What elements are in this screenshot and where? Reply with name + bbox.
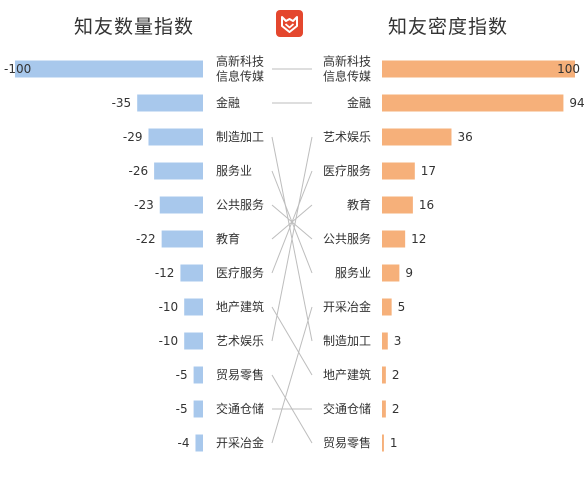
left-chart-title: 知友数量指数 [74, 16, 195, 38]
left-bar [195, 434, 203, 452]
left-bar [193, 400, 203, 418]
left-category-label: 制造加工 [216, 130, 264, 144]
right-bar [382, 128, 452, 146]
left-bar [159, 196, 203, 214]
left-category-label: 贸易零售 [216, 367, 264, 382]
left-value-label: -4 [178, 436, 190, 450]
left-value-label: -5 [176, 402, 188, 416]
left-value-label: -29 [123, 130, 143, 144]
right-value-label: 2 [392, 402, 400, 416]
left-category-label: 公共服务 [216, 197, 264, 212]
right-value-label: 36 [457, 130, 472, 144]
left-bar [15, 60, 203, 78]
right-category-label: 教育 [347, 197, 371, 212]
left-value-label: -26 [129, 164, 149, 178]
left-value-label: -23 [134, 198, 154, 212]
zhihu-fox-logo-icon [276, 10, 303, 37]
right-category-label: 金融 [347, 95, 371, 110]
right-bar [382, 162, 415, 180]
left-value-label: -5 [176, 368, 188, 382]
left-bar [161, 230, 203, 248]
right-bar [382, 434, 384, 452]
left-bar [184, 298, 203, 316]
left-value-label: -10 [159, 334, 179, 348]
right-category-label: 艺术娱乐 [323, 130, 371, 144]
right-category-label: 高新科技信息传媒 [323, 54, 371, 84]
right-category-label: 服务业 [335, 265, 371, 280]
right-bar [382, 366, 386, 384]
left-category-label: 医疗服务 [216, 265, 264, 280]
right-value-label: 2 [392, 368, 400, 382]
right-value-label: 5 [398, 300, 406, 314]
right-value-label: 3 [394, 334, 402, 348]
left-category-label: 高新科技信息传媒 [216, 54, 264, 84]
right-category-label: 交通仓储 [323, 401, 371, 416]
connector-line [271, 306, 313, 376]
right-category-label: 公共服务 [323, 231, 371, 246]
left-category-label: 教育 [216, 231, 240, 246]
left-value-label: -22 [136, 232, 156, 246]
right-value-label: 16 [419, 198, 434, 212]
left-value-label: -35 [112, 96, 132, 110]
right-category-label: 医疗服务 [323, 163, 371, 178]
left-bar [180, 264, 203, 282]
left-bar [193, 366, 203, 384]
left-category-label: 交通仓储 [216, 401, 264, 416]
right-bar [382, 230, 406, 248]
left-value-label: -12 [155, 266, 175, 280]
left-category-label: 服务业 [216, 163, 252, 178]
connector-line [271, 170, 313, 274]
right-bar [382, 94, 564, 112]
right-value-label: 12 [411, 232, 426, 246]
right-value-label: 94 [569, 96, 584, 110]
left-value-label: -10 [159, 300, 179, 314]
left-category-label: 开采冶金 [216, 435, 264, 450]
right-bar [382, 264, 400, 282]
right-bar [382, 400, 386, 418]
right-value-label: 17 [421, 164, 436, 178]
right-value-label: 9 [405, 266, 413, 280]
left-bar [154, 162, 203, 180]
right-bar [382, 332, 388, 350]
left-category-label: 地产建筑 [216, 299, 264, 314]
right-category-label: 开采冶金 [323, 299, 371, 314]
connector-line [271, 306, 313, 444]
right-chart-title: 知友密度指数 [388, 16, 509, 38]
left-bar [184, 332, 203, 350]
left-bar [148, 128, 203, 146]
connector-line [271, 136, 313, 342]
left-category-label: 艺术娱乐 [216, 334, 264, 348]
left-category-label: 金融 [216, 95, 240, 110]
left-value-label: -100 [4, 62, 31, 76]
right-bar [382, 60, 575, 78]
left-bar [137, 94, 203, 112]
right-category-label: 制造加工 [323, 334, 371, 348]
right-category-label: 贸易零售 [323, 435, 371, 450]
right-value-label: 100 [557, 62, 580, 76]
right-bar [382, 196, 413, 214]
right-category-label: 地产建筑 [323, 367, 371, 382]
right-bar [382, 298, 392, 316]
right-value-label: 1 [390, 436, 398, 450]
